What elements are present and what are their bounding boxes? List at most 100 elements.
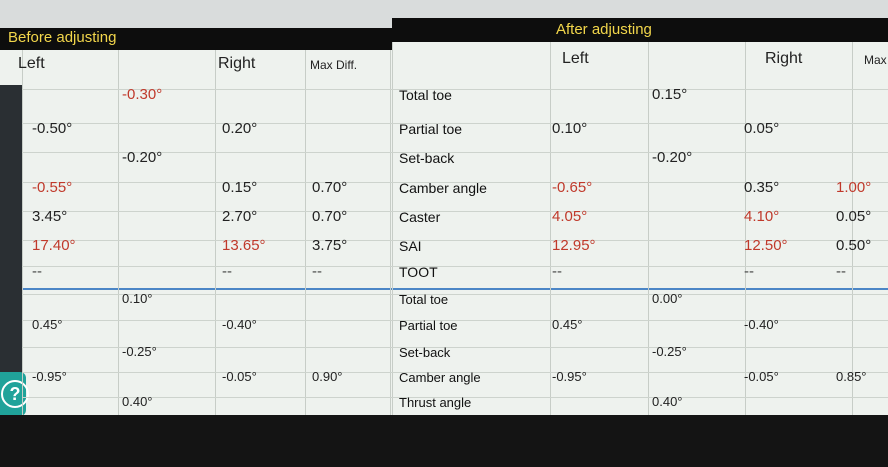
row-line (392, 182, 888, 183)
after-title-bar (392, 18, 888, 42)
cell-value: -0.30° (122, 86, 163, 103)
cell-value: -- (312, 263, 322, 280)
row-label: Total toe (399, 87, 452, 103)
column-line (215, 50, 216, 415)
cell-value: -0.05° (744, 369, 779, 384)
row-label: Partial toe (399, 121, 463, 137)
cell-value: -0.05° (222, 369, 257, 384)
column-line (550, 42, 551, 415)
cell-value: 0.15° (652, 86, 688, 103)
side-bar (0, 85, 22, 415)
row-label: Camber angle (399, 180, 487, 196)
help-icon[interactable]: ? (1, 380, 29, 408)
cell-value: -0.40° (744, 317, 779, 332)
row-line (392, 397, 888, 398)
cell-value: -0.25° (652, 344, 687, 359)
before-title: Before adjusting (8, 29, 117, 46)
row-line (392, 347, 888, 348)
cell-value: 0.70° (312, 208, 348, 225)
cell-value: -0.25° (122, 344, 157, 359)
cell-value: 12.95° (552, 237, 596, 254)
bottom-bezel (0, 415, 888, 467)
cell-value: -0.95° (32, 369, 67, 384)
cell-value: 0.40° (652, 394, 683, 409)
rear-separator (22, 288, 888, 290)
after-title: After adjusting (556, 21, 652, 38)
column-line (852, 42, 853, 415)
row-label: Caster (399, 209, 441, 225)
row-label: Partial toe (399, 318, 458, 333)
cell-value: -- (32, 263, 42, 280)
row-line (392, 294, 888, 295)
row-line (22, 320, 430, 321)
cell-value: 0.10° (552, 120, 588, 137)
cell-value: 0.15° (222, 179, 258, 196)
row-line (22, 266, 430, 267)
row-label: Set-back (399, 150, 455, 166)
before-panel (0, 50, 392, 415)
cell-value: 0.20° (222, 120, 258, 137)
cell-value: 0.10° (122, 291, 153, 306)
row-line (392, 152, 888, 153)
cell-value: -- (222, 263, 232, 280)
row-line (22, 152, 430, 153)
row-line (22, 397, 430, 398)
row-line (22, 211, 430, 212)
column-header: Left (562, 50, 589, 67)
cell-value: -- (836, 263, 846, 280)
row-line (392, 266, 888, 267)
column-header: Right (765, 50, 803, 67)
row-line (22, 372, 430, 373)
column-line (392, 42, 393, 415)
row-label: TOOT (399, 264, 438, 280)
row-line (392, 320, 888, 321)
column-line (390, 50, 391, 415)
cell-value: 4.10° (744, 208, 780, 225)
cell-value: 0.05° (744, 120, 780, 137)
cell-value: -0.95° (552, 369, 587, 384)
column-header: Right (218, 55, 256, 72)
cell-value: 3.75° (312, 237, 348, 254)
row-label: Set-back (399, 345, 451, 360)
cell-value: 2.70° (222, 208, 258, 225)
cell-value: 12.50° (744, 237, 788, 254)
cell-value: 0.90° (312, 369, 343, 384)
cell-value: 0.70° (312, 179, 348, 196)
cell-value: 0.45° (552, 317, 583, 332)
row-line (22, 123, 430, 124)
column-header: Max Diff. (310, 58, 358, 72)
column-header: Max (864, 53, 887, 67)
column-line (305, 50, 306, 415)
cell-value: 0.45° (32, 317, 63, 332)
column-line (745, 42, 746, 415)
row-line (22, 240, 430, 241)
row-label: Total toe (399, 292, 449, 307)
cell-value: -0.65° (552, 179, 593, 196)
before-title-bar (0, 28, 392, 50)
cell-value: 0.85° (836, 369, 867, 384)
cell-value: -0.50° (32, 120, 73, 137)
cell-value: 17.40° (32, 237, 76, 254)
row-line (392, 372, 888, 373)
row-line (22, 347, 430, 348)
cell-value: -0.40° (222, 317, 257, 332)
cell-value: 1.00° (836, 179, 872, 196)
row-line (392, 211, 888, 212)
column-line (22, 50, 23, 415)
cell-value: 0.50° (836, 237, 872, 254)
cell-value: 13.65° (222, 237, 266, 254)
cell-value: -- (744, 263, 754, 280)
row-line (22, 182, 430, 183)
row-label: Camber angle (399, 370, 481, 385)
row-line (392, 89, 888, 90)
cell-value: -- (552, 263, 562, 280)
cell-value: 4.05° (552, 208, 588, 225)
row-label: Thrust angle (399, 395, 472, 410)
cell-value: -0.55° (32, 179, 73, 196)
column-line (648, 42, 649, 415)
row-line (392, 240, 888, 241)
column-header: Left (18, 55, 45, 72)
cell-value: 0.05° (836, 208, 872, 225)
cell-value: -0.20° (652, 149, 693, 166)
cell-value: -0.20° (122, 149, 163, 166)
